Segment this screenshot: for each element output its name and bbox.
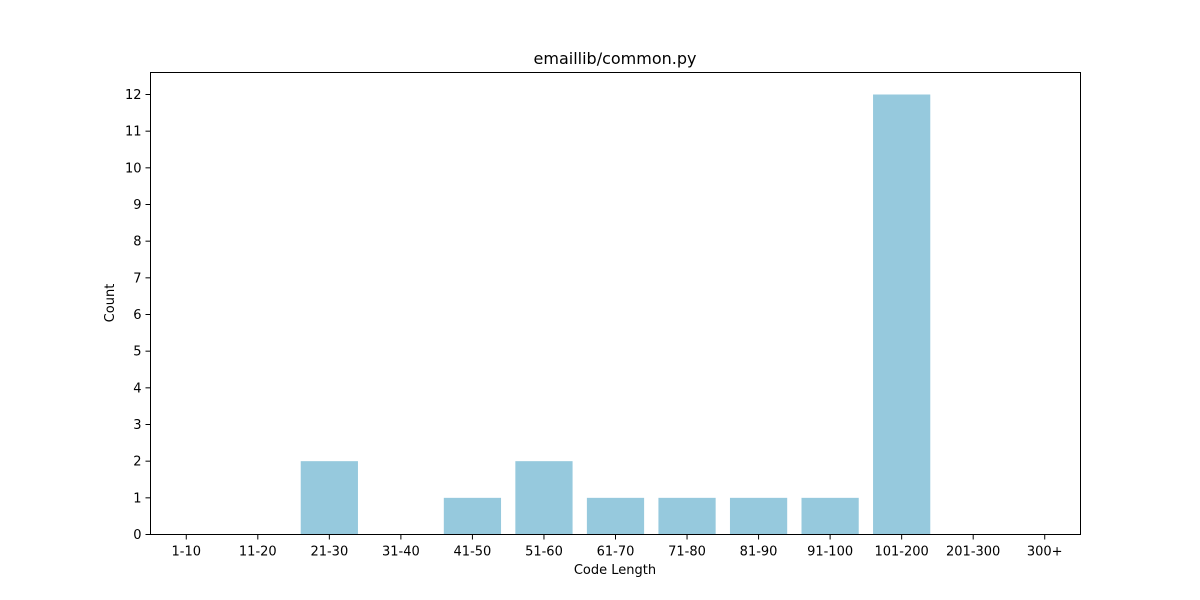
y-tick-label: 1: [133, 491, 141, 506]
y-tick-label: 2: [133, 455, 141, 470]
y-tick-label: 12: [125, 88, 142, 103]
x-axis-label: Code Length: [574, 563, 656, 578]
x-tick-label: 21-30: [310, 545, 348, 560]
y-tick-label: 4: [133, 381, 141, 396]
y-tick-label: 11: [125, 125, 142, 140]
x-tick-label: 11-20: [239, 545, 277, 560]
chart-title: emaillib/common.py: [534, 49, 697, 68]
y-tick-label: 9: [133, 198, 141, 213]
y-tick-label: 8: [133, 235, 141, 250]
bars-group: [300, 94, 931, 535]
x-tick-label: 31-40: [382, 545, 420, 560]
y-axis-label: Count: [103, 284, 118, 323]
x-tick-label: 300+: [1027, 545, 1063, 560]
bar-101-200: [873, 94, 931, 535]
bar-61-70: [586, 497, 645, 535]
bar-21-30: [300, 461, 358, 535]
x-tick-label: 41-50: [454, 545, 492, 560]
x-tick-label: 51-60: [525, 545, 563, 560]
x-tick-label: 61-70: [597, 545, 635, 560]
x-tick-label: 101-200: [874, 545, 928, 560]
x-axis-ticks: 1-10 11-20 21-30 31-40 41-50 51-60 61-70 71-80 8…: [172, 534, 1063, 560]
x-tick-label: 201-300: [946, 545, 1000, 560]
plot-frame: [150, 72, 1081, 535]
y-tick-label: 5: [133, 345, 141, 360]
x-tick-label: 1-10: [172, 545, 202, 560]
y-tick-label: 0: [133, 528, 141, 543]
bar-71-80: [658, 497, 716, 535]
y-tick-label: 6: [133, 308, 141, 323]
y-tick-label: 7: [133, 271, 141, 286]
x-tick-label: 71-80: [668, 545, 706, 560]
y-tick-label: 10: [125, 161, 142, 176]
y-tick-label: 3: [133, 418, 141, 433]
bar-81-90: [729, 497, 788, 535]
bar-41-50: [443, 497, 502, 535]
x-tick-label: 91-100: [807, 545, 853, 560]
x-tick-label: 81-90: [740, 545, 778, 560]
bar-91-100: [801, 497, 859, 535]
bar-51-60: [515, 461, 573, 535]
